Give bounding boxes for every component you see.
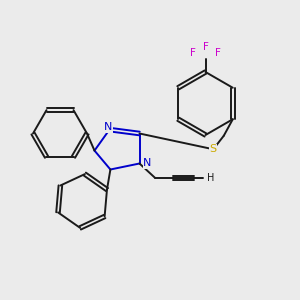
Text: F: F <box>215 48 221 58</box>
Text: N: N <box>104 122 112 132</box>
Text: S: S <box>210 144 217 154</box>
Text: F: F <box>202 42 208 52</box>
Text: F: F <box>190 48 196 58</box>
Text: H: H <box>207 173 214 183</box>
Text: N: N <box>143 158 152 169</box>
